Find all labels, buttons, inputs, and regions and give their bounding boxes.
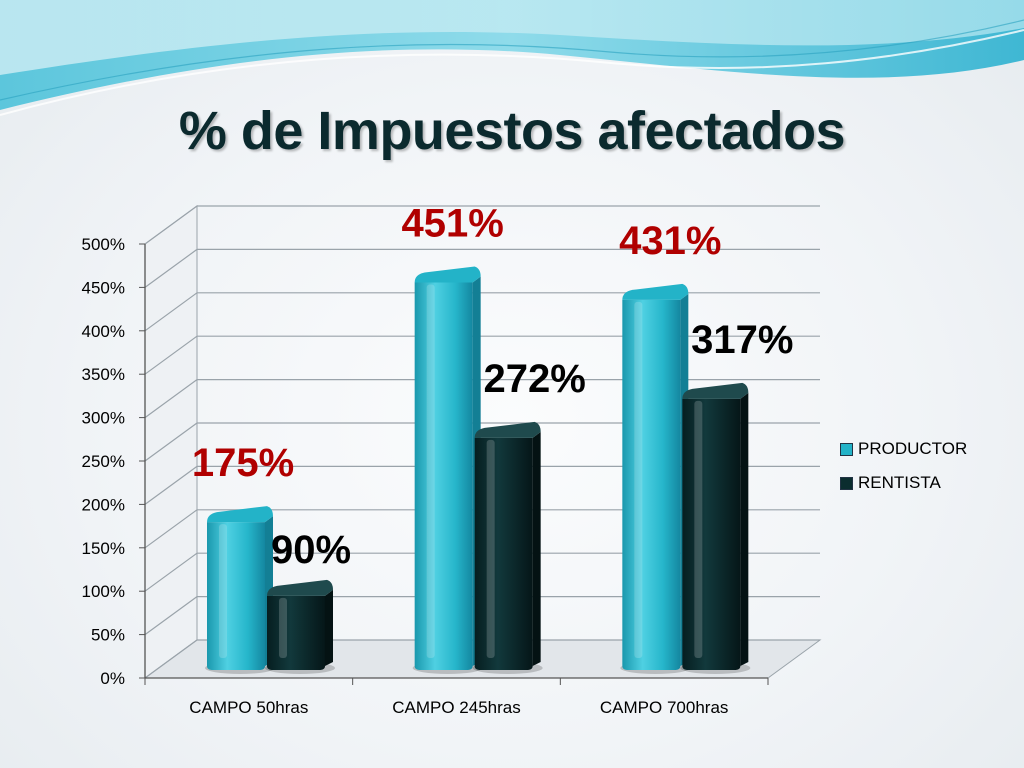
bar-body bbox=[474, 437, 533, 670]
bar-highlight bbox=[279, 597, 287, 658]
y-tick-label: 150% bbox=[82, 539, 125, 558]
bar-highlight bbox=[219, 524, 227, 658]
legend-item-productor: PRODUCTOR bbox=[840, 432, 967, 466]
y-tick-label: 350% bbox=[82, 365, 125, 384]
bar-body bbox=[267, 595, 325, 670]
bar-productor bbox=[205, 506, 275, 674]
bar-productor bbox=[412, 266, 483, 674]
bar-side bbox=[532, 431, 541, 666]
legend-label-rentista: RENTISTA bbox=[858, 473, 941, 492]
data-label-productor: 431% bbox=[619, 219, 721, 263]
bar-rentista bbox=[472, 421, 543, 674]
data-label-rentista: 317% bbox=[691, 318, 793, 362]
y-tick-label: 0% bbox=[100, 669, 125, 688]
bar-body bbox=[682, 398, 741, 670]
legend-swatch-rentista bbox=[840, 476, 853, 490]
y-tick-label: 50% bbox=[91, 626, 125, 645]
gridline bbox=[144, 248, 820, 288]
bar-top bbox=[414, 266, 481, 283]
bar-rentista bbox=[680, 382, 751, 674]
gridline bbox=[144, 422, 820, 462]
bar-body bbox=[414, 282, 473, 670]
gridline bbox=[144, 639, 820, 679]
gridline bbox=[144, 509, 820, 549]
data-label-rentista: 90% bbox=[271, 528, 351, 572]
bar-side bbox=[325, 589, 333, 666]
y-tick-label: 500% bbox=[82, 235, 125, 254]
gridline bbox=[144, 205, 820, 245]
gridline bbox=[144, 595, 820, 636]
bar-highlight bbox=[694, 400, 703, 658]
bar-highlight bbox=[634, 301, 643, 658]
y-tick-label: 200% bbox=[82, 495, 125, 514]
y-tick-label: 100% bbox=[82, 582, 125, 601]
bar-body bbox=[207, 522, 265, 670]
x-category-label: CAMPO 50hras bbox=[189, 698, 308, 717]
data-label-productor: 451% bbox=[402, 202, 504, 246]
legend-swatch-productor bbox=[840, 442, 853, 456]
gridline bbox=[144, 552, 820, 592]
slide-title: % de Impuestos afectados bbox=[178, 101, 846, 161]
gridline bbox=[144, 292, 820, 332]
legend-item-rentista: RENTISTA bbox=[840, 466, 967, 500]
y-tick-label: 300% bbox=[82, 409, 125, 428]
bar-productor bbox=[620, 283, 691, 674]
bar-top bbox=[207, 506, 273, 523]
gridline bbox=[144, 379, 820, 419]
y-tick-label: 450% bbox=[82, 278, 125, 297]
data-label-rentista: 272% bbox=[484, 357, 586, 401]
data-label-productor: 175% bbox=[192, 441, 294, 485]
bar-top bbox=[267, 579, 333, 596]
bar-highlight bbox=[426, 284, 435, 658]
bar-side bbox=[740, 392, 749, 666]
header-wave-decoration bbox=[0, 0, 1024, 116]
bar-top bbox=[682, 382, 749, 399]
bar-body bbox=[622, 299, 681, 670]
gridline bbox=[144, 335, 820, 375]
bar-highlight bbox=[486, 439, 495, 658]
y-tick-label: 400% bbox=[82, 322, 125, 341]
legend-label-productor: PRODUCTOR bbox=[858, 439, 968, 458]
chart-legend: PRODUCTOR RENTISTA bbox=[840, 432, 967, 500]
y-tick-label: 250% bbox=[82, 452, 125, 471]
bar-rentista bbox=[265, 579, 335, 674]
bar-top bbox=[622, 283, 689, 300]
x-category-label: CAMPO 700hras bbox=[600, 698, 729, 717]
x-category-label: CAMPO 245hras bbox=[392, 698, 521, 717]
bar-top bbox=[474, 421, 541, 438]
gridline bbox=[144, 465, 820, 505]
